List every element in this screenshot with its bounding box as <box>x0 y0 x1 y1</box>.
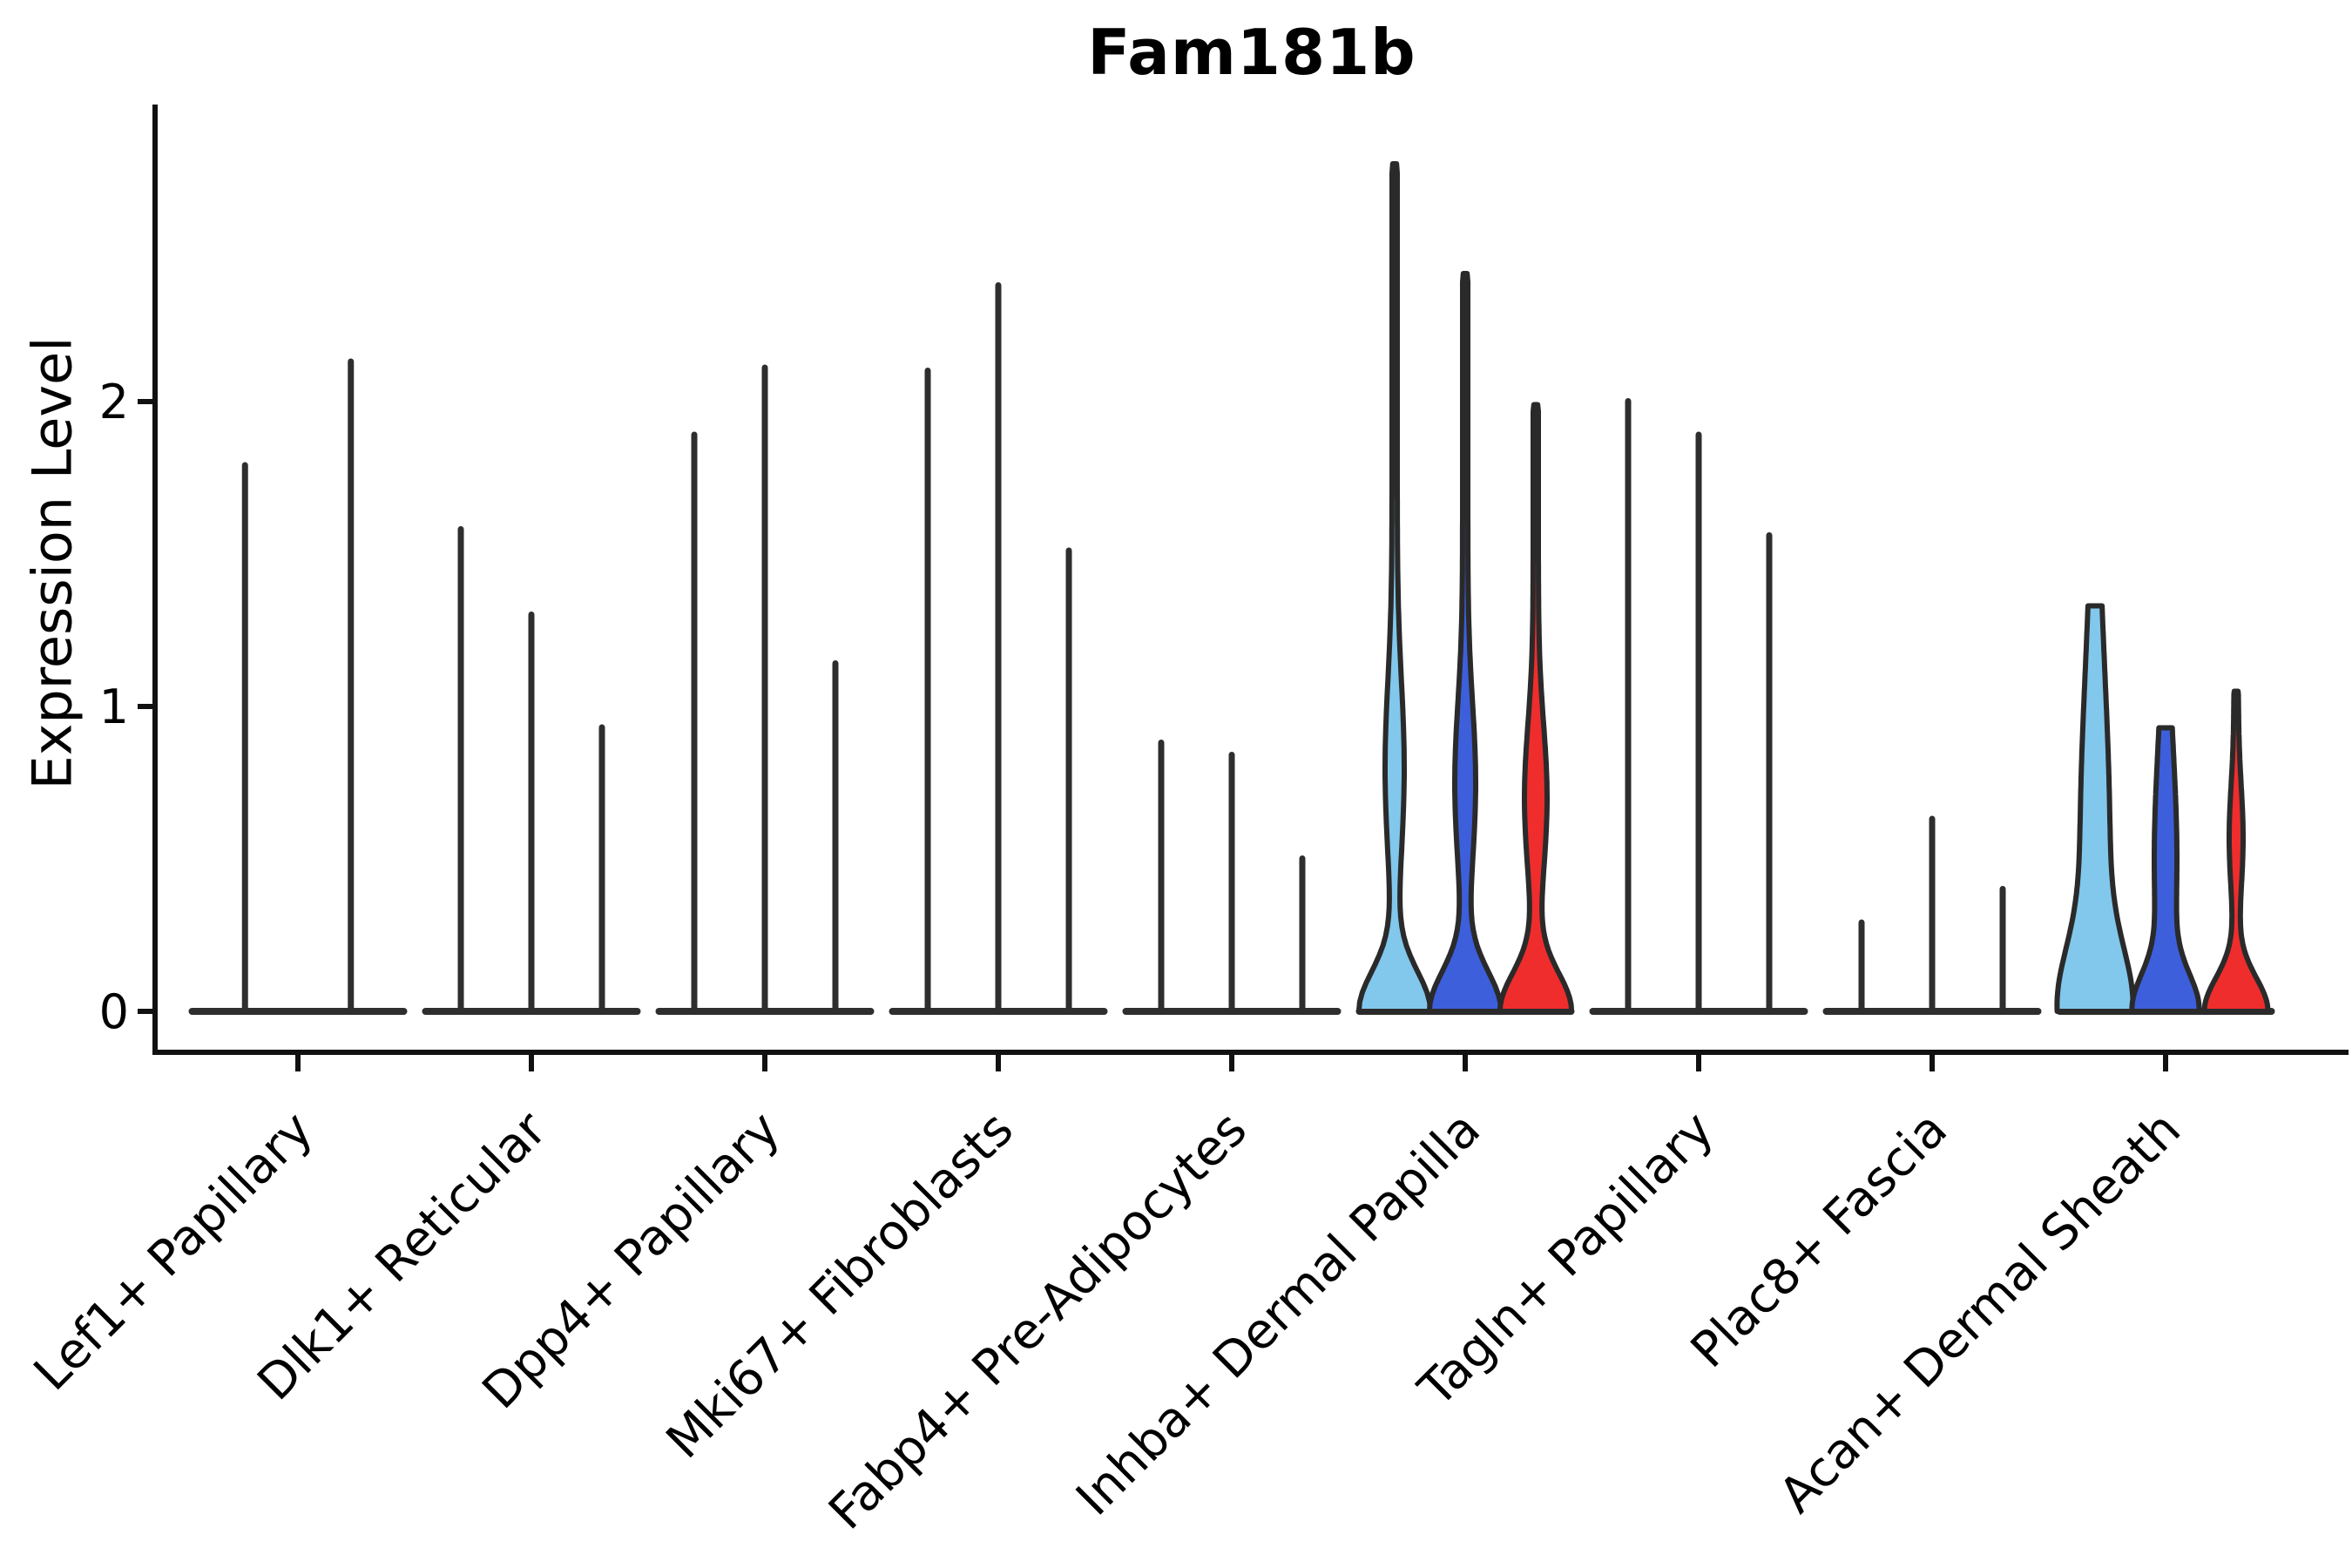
plot-title: Fam181b <box>1087 16 1416 89</box>
x-tick-label: Inhba+ Dermal Papilla <box>1065 1101 1491 1527</box>
y-tick-label: 1 <box>99 679 129 734</box>
filled-violin-red <box>1497 402 1575 1014</box>
y-tick-label: 0 <box>99 984 129 1039</box>
filled-violin-red <box>2201 688 2271 1014</box>
filled-violin-light_blue <box>2054 603 2136 1014</box>
x-tick-label: Acan+ Dermal Sheath <box>1768 1101 2192 1524</box>
filled-violin-blue <box>1426 271 1504 1014</box>
filled-violin-blue <box>2129 725 2202 1014</box>
x-tick-label: Fabp4+ Pre-Adipocytes <box>818 1101 1258 1541</box>
filled-violin-light_blue <box>1355 161 1434 1014</box>
y-tick-label: 2 <box>99 375 129 429</box>
